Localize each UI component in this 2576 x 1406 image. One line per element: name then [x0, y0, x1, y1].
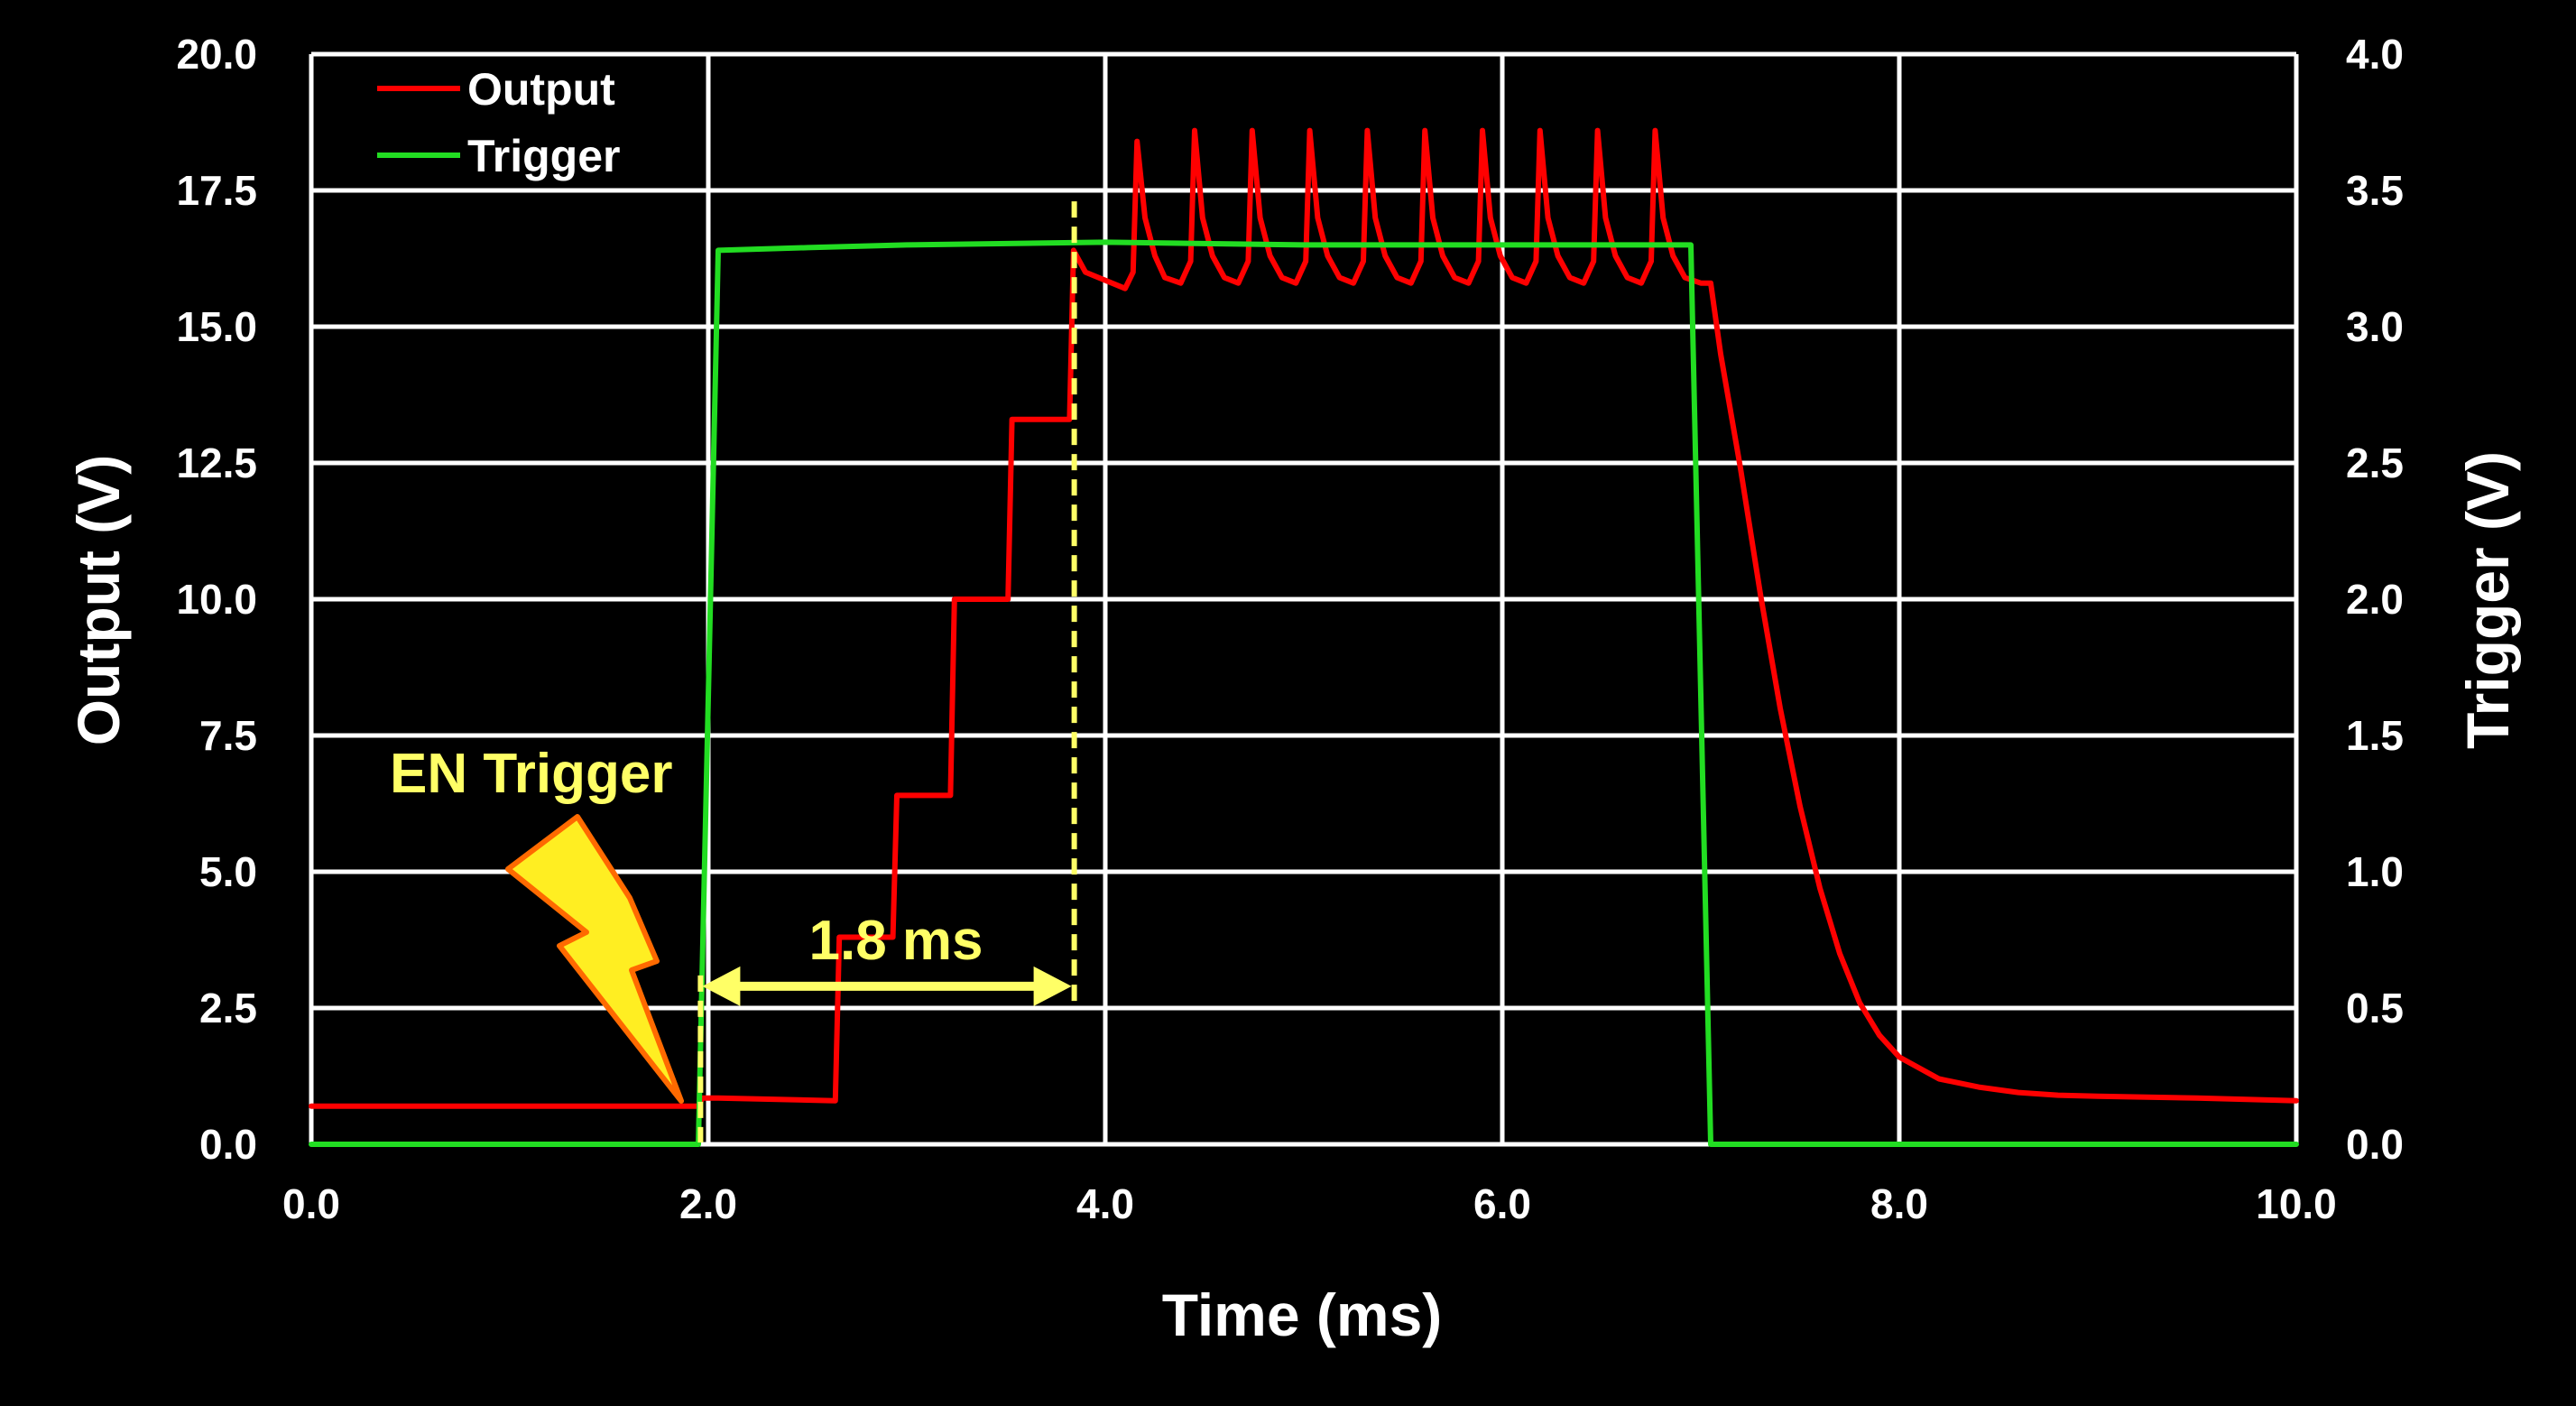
y-axis-right-title: Trigger (V): [2454, 451, 2521, 749]
x-axis-title: Time (ms): [1162, 1281, 1443, 1348]
plot-area: [309, 127, 2299, 1147]
y-right-tick-label: 3.0: [2346, 303, 2404, 350]
lightning-bolt-icon: [505, 814, 684, 1104]
y-right-tick-label: 2.0: [2346, 576, 2404, 623]
y-left-tick-label: 17.5: [176, 167, 257, 214]
x-tick-label: 0.0: [282, 1180, 340, 1227]
legend-trigger-label: Trigger: [467, 131, 620, 181]
x-tick-label: 2.0: [679, 1180, 737, 1227]
delay-arrow-right-head: [1033, 966, 1072, 1006]
y-right-tick-label: 4.0: [2346, 31, 2404, 78]
y-left-tick-label: 10.0: [176, 576, 257, 623]
tick-labels: 0.0 2.0 4.0 6.0 8.0 10.00.02.55.07.510.012.51…: [176, 31, 2403, 1227]
y-right-tick-label: 1.5: [2346, 712, 2404, 759]
y-right-tick-label: 3.5: [2346, 167, 2404, 214]
x-tick-label: 10.0: [2256, 1180, 2337, 1227]
y-left-tick-label: 7.5: [199, 712, 257, 759]
y-axis-left-title: Output (V): [65, 455, 132, 746]
y-left-tick-label: 2.5: [199, 985, 257, 1031]
legend-output-label: Output: [467, 64, 615, 115]
x-tick-label: 8.0: [1870, 1180, 1928, 1227]
en-trigger-label: EN Trigger: [390, 743, 673, 805]
x-tick-label: 4.0: [1076, 1180, 1134, 1227]
legend-box: [314, 60, 700, 186]
y-right-tick-label: 0.0: [2346, 1121, 2404, 1168]
delay-arrow-left-head: [702, 966, 741, 1006]
legend: Output Trigger: [314, 60, 700, 186]
y-right-tick-label: 0.5: [2346, 985, 2404, 1031]
y-right-tick-label: 1.0: [2346, 848, 2404, 895]
y-left-tick-label: 20.0: [176, 31, 257, 78]
y-left-tick-label: 5.0: [199, 848, 257, 895]
y-left-tick-label: 12.5: [176, 439, 257, 486]
x-tick-label: 6.0: [1473, 1180, 1531, 1227]
series-line-trigger: [309, 239, 2299, 1147]
series-line-output: [309, 127, 2299, 1109]
delay-label: 1.8 ms: [808, 910, 983, 972]
grid: [309, 51, 2299, 1147]
y-right-tick-label: 2.5: [2346, 439, 2404, 486]
annotations: EN Trigger 1.8 ms: [390, 201, 1077, 1142]
y-left-tick-label: 0.0: [199, 1121, 257, 1168]
y-left-tick-label: 15.0: [176, 303, 257, 350]
